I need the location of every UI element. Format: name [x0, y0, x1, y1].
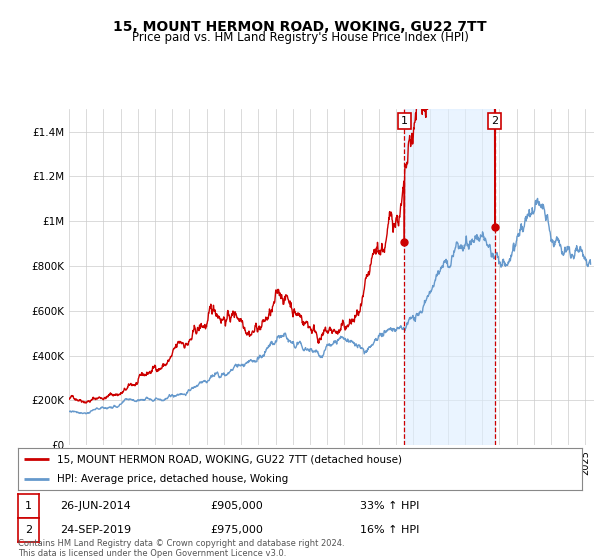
Text: HPI: Average price, detached house, Woking: HPI: Average price, detached house, Woki… [58, 474, 289, 484]
Text: 1: 1 [401, 116, 408, 126]
Text: 15, MOUNT HERMON ROAD, WOKING, GU22 7TT (detached house): 15, MOUNT HERMON ROAD, WOKING, GU22 7TT … [58, 454, 403, 464]
Bar [404, 109, 494, 445]
Text: 2: 2 [491, 116, 498, 126]
Text: 16% ↑ HPI: 16% ↑ HPI [360, 525, 419, 535]
Text: Contains HM Land Registry data © Crown copyright and database right 2024.
This d: Contains HM Land Registry data © Crown c… [18, 539, 344, 558]
Text: 2: 2 [25, 525, 32, 535]
Text: 24-SEP-2019: 24-SEP-2019 [60, 525, 131, 535]
Text: 26-JUN-2014: 26-JUN-2014 [60, 501, 131, 511]
Text: Price paid vs. HM Land Registry's House Price Index (HPI): Price paid vs. HM Land Registry's House … [131, 31, 469, 44]
Text: 1: 1 [25, 501, 32, 511]
Text: £975,000: £975,000 [210, 525, 263, 535]
Text: £905,000: £905,000 [210, 501, 263, 511]
Text: 33% ↑ HPI: 33% ↑ HPI [360, 501, 419, 511]
Text: 15, MOUNT HERMON ROAD, WOKING, GU22 7TT: 15, MOUNT HERMON ROAD, WOKING, GU22 7TT [113, 20, 487, 34]
